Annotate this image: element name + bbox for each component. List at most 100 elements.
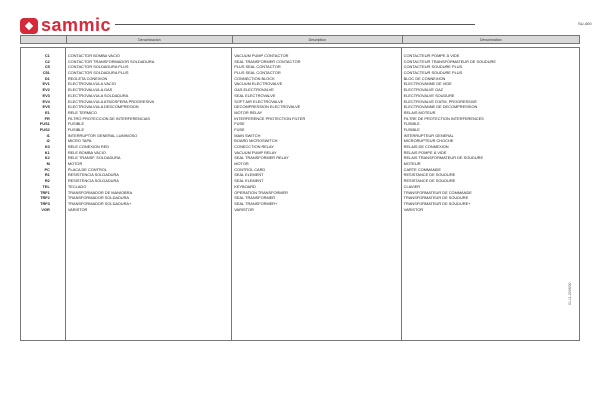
header-code — [21, 36, 67, 43]
component-code: FUS2 — [39, 126, 50, 132]
components-table: C1 C2 C5 C51 D1 EV1 EV2 EV3 EV4 EV5 E1 FR FUS1 FUS2 I1… — [20, 47, 580, 341]
component-code: R2 — [44, 178, 50, 184]
component-code: K0 — [44, 144, 50, 149]
component-name: REGLETA CONEXION — [67, 75, 108, 81]
component-code: EV4 — [42, 98, 50, 104]
component-name: INTERFERENCE PROTECTION FILTER — [234, 115, 306, 121]
document-id: SU-400 — [578, 21, 592, 26]
component-name: FUSE — [234, 126, 245, 132]
header-rule — [115, 24, 475, 25]
column-code: C1 C2 C5 C51 D1 EV1 EV2 EV3 EV4 EV5 E1 FR FUS1 FUS2 I1… — [21, 48, 66, 340]
component-name: FUSIBLE — [403, 126, 420, 132]
component-name: VARISTOR — [403, 206, 424, 212]
component-name: CLAVIER — [403, 183, 421, 189]
component-name: CONTACTOR SOLDADURA PLUS — [67, 64, 129, 70]
component-code: EV1 — [42, 81, 50, 87]
component-code: TRF1 — [40, 189, 50, 195]
component-code: R1 — [44, 172, 50, 178]
component-code: C5 — [44, 64, 50, 70]
component-code: K1 — [44, 149, 50, 155]
component-name: MOTOR RELAY — [234, 109, 263, 115]
component-code: EV5 — [42, 104, 50, 110]
component-name: FUSIBLE — [67, 126, 85, 132]
component-name: TRANSFORMATEUR DE SOUDURE — [403, 195, 469, 201]
component-name: ELECTROVALVULA GAS — [67, 87, 113, 93]
component-name: INTERRUPTOR GENERAL LUMINOSO — [67, 132, 138, 138]
component-name: SEAL TRANSFORMER — [234, 195, 276, 201]
component-name: TRANSFORMATEUR DE COMMANDE — [403, 189, 472, 195]
component-code: D1 — [44, 75, 50, 81]
component-name: MOTOR — [67, 161, 83, 167]
component-code: I1 — [46, 132, 50, 138]
component-name: FILTRE DE PROTECTION INTERFERENCES — [403, 115, 484, 121]
component-name: ELECTROVALVULA ATMOSFERA PROGRESIVA — [67, 98, 155, 104]
component-name: MICRO TAPA — [67, 138, 92, 144]
component-name: OPERATION TRANSFORMER — [234, 189, 288, 195]
component-name: TRANSFORMADOR SOLDADURA — [67, 195, 130, 201]
component-name: VARISTOR — [67, 206, 88, 212]
header-denominacion: Denominación — [67, 36, 234, 43]
component-name: SEAL ELEMENT — [234, 178, 264, 184]
component-name: PLUS SEAL CONTACTOR — [234, 64, 281, 70]
component-name: BOARD MICROSWITCH — [234, 138, 278, 144]
component-name: PLACA DE CONTROL — [67, 166, 107, 172]
component-name: RESISTENCIA SOLDADURA — [67, 172, 119, 178]
component-name: SEAL ELEMENT — [234, 172, 264, 178]
sammic-logo-icon — [20, 17, 38, 34]
component-name: ELECTROVALVULA DESCOMPRESION — [67, 104, 139, 110]
component-name: CONECCTION RELAY — [234, 144, 274, 149]
brand-name: sammic — [41, 15, 112, 35]
component-name: RELE CONEXION RED — [67, 144, 110, 149]
component-name: RELAIS DE CONNEXION — [403, 144, 449, 149]
component-name: SEAL ELECTROVALVE — [234, 92, 276, 98]
component-code: TEL — [42, 183, 50, 189]
column-french: CONTACTEUR POMPE À VIDE CONTACTEUR TRANSF… — [402, 48, 579, 340]
component-name: CONTROL CARD — [234, 166, 266, 172]
component-name: MICRORUPTEUR CHOCHE — [403, 138, 454, 144]
component-name: KEYBOARD — [234, 183, 256, 189]
component-code: PC — [44, 166, 50, 172]
component-name: RELE TRANSF. SOLDADURA — [67, 155, 121, 161]
component-name: SEAL TRANSFORMER CONTACTOR — [234, 58, 301, 64]
component-name: ELECTROVALVE GAZ — [403, 87, 444, 93]
component-name: VACUUM ELECTROVALVE — [234, 81, 283, 87]
component-code: EV3 — [42, 92, 50, 98]
component-name: SEAL TRANSFORMER RELAY — [234, 155, 289, 161]
component-code: VGR — [41, 206, 50, 212]
component-name: FILTRO PROTECCION DE INTERFERENCIAS — [67, 115, 150, 121]
revision-code: 01-11-2006/00 — [568, 282, 572, 305]
component-name: CONTACTOR TRANSFORMADOR SOLDADURA — [67, 58, 155, 64]
component-name: FUSE — [234, 121, 245, 127]
component-name: BLOC DE CONNEXION — [403, 75, 446, 81]
component-code: C51 — [42, 70, 50, 76]
component-code: TRF2 — [40, 195, 50, 201]
component-name: VARISTOR — [234, 206, 254, 212]
header-denomination: Dénomination — [479, 38, 502, 42]
component-code: K2 — [44, 155, 50, 161]
component-name: ELECTROVALVULA VACIO — [67, 81, 116, 87]
table-header: Denominación Description Dénomination — [20, 35, 580, 44]
component-name: ELECTROVANNE DE DECOMPRESSION — [403, 104, 478, 110]
component-code: EV2 — [42, 87, 50, 93]
component-name: SOFT AIR ELECTROVALVE — [234, 98, 284, 104]
component-name: MOTEUR — [403, 161, 421, 167]
component-name: TRANSFORMADOR SOLDADURA+ — [67, 200, 132, 206]
component-name: RELAIS TRANSFORMATEUR DE SOUDURE — [403, 155, 484, 161]
component-name: TRANSFORMATEUR DE SOUDURE+ — [403, 200, 471, 206]
component-code: I2 — [46, 138, 50, 144]
component-name: MAIN SWITCH — [234, 132, 261, 138]
component-name: VACUUM PUMP RELAY — [234, 149, 277, 155]
component-code: FR — [44, 115, 50, 121]
component-name: FUSIBLE — [67, 121, 85, 127]
component-name: CARTE COMMANDE — [403, 166, 441, 172]
component-name: ELECTROVALVE D'ATM. PROGRESSIVE — [403, 98, 478, 104]
component-name: CONTACTEUR POMPE À VIDE — [403, 53, 460, 58]
component-name: RELAIS POMPE À VIDE — [403, 149, 447, 155]
component-name: RELE BOMBA VACIO — [67, 149, 106, 155]
component-name: SEAL TRANSFORMER+ — [234, 200, 278, 206]
component-name: INTERRUPTEUR GENERAL — [403, 132, 454, 138]
component-name: RESISTENCIA SOLDADURA — [67, 178, 119, 184]
column-spanish: CONTACTOR BOMBA VACIO CONTACTOR TRANSFORM… — [66, 48, 233, 340]
component-name: CONTACTOR BOMBA VACIO — [67, 53, 120, 58]
component-name: ELECTROVALVE SOUDURE — [403, 92, 455, 98]
